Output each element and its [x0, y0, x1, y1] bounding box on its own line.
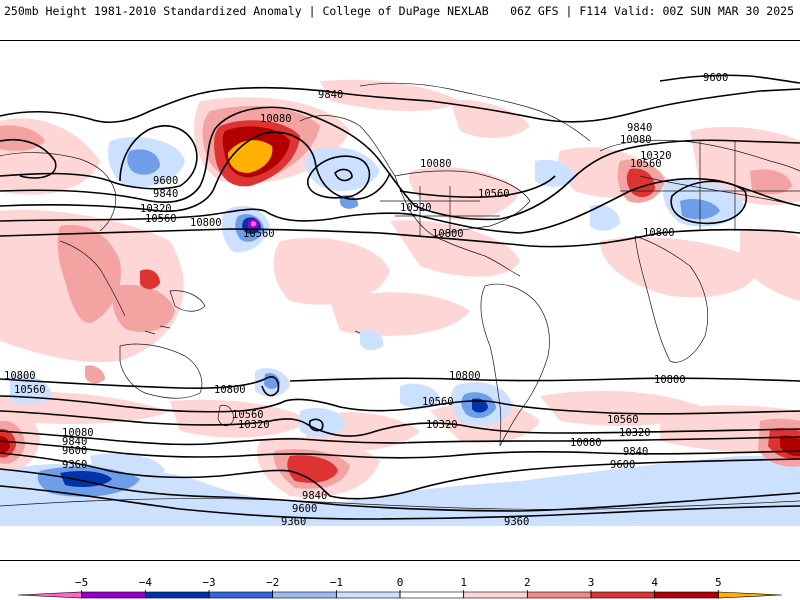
legend-tick-label: −2: [266, 576, 279, 589]
contour-label: 10560: [243, 228, 275, 240]
legend-swatch: [463, 591, 528, 599]
contour-label: 10080: [260, 113, 292, 125]
contour-label: 9360: [62, 459, 87, 471]
contour-label: 9840: [627, 122, 652, 134]
contour-labels: 9600 9840 10080 10560 9600 9840 10320 10…: [4, 72, 728, 528]
contour-label: 10320: [640, 150, 672, 162]
contour-label: 10560: [14, 384, 46, 396]
legend-swatch: [208, 591, 273, 599]
legend-swatch: [718, 591, 783, 599]
legend-tick-label: 1: [460, 576, 467, 589]
legend-tick-label: 5: [715, 576, 722, 589]
contour-label: 10800: [4, 370, 36, 382]
color-bar-legend: −5 −4 −3 −2 −1 0 1 2 3 4 5: [17, 576, 783, 599]
contour-label: 10800: [214, 384, 246, 396]
legend-tick-label: 3: [588, 576, 595, 589]
legend-swatch: [17, 591, 82, 599]
contour-label: 10560: [232, 409, 264, 421]
contour-label: 10800: [449, 370, 481, 382]
contour-label: 10800: [432, 228, 464, 240]
contour-label: 9840: [318, 89, 343, 101]
legend-swatch: [590, 591, 655, 599]
model-run-info: 06Z GFS | F114 Valid: 00Z SUN MAR 30 202…: [510, 4, 794, 18]
legend-swatch: [272, 591, 337, 599]
contour-label: 10800: [643, 227, 675, 239]
contour-label: 10080: [62, 427, 94, 439]
legend-tick-label: −3: [202, 576, 215, 589]
height-contours: [0, 74, 800, 520]
legend-tick-label: 2: [524, 576, 531, 589]
legend-swatch: [81, 591, 146, 599]
contour-label: 9600: [610, 459, 635, 471]
contour-label: 9360: [504, 516, 529, 528]
contour-label: 9600: [62, 445, 87, 457]
contour-label: 9600: [703, 72, 728, 84]
contour-label: 9600: [292, 503, 317, 515]
contour-label: 10800: [190, 217, 222, 229]
legend-swatch: [399, 591, 464, 599]
contour-label: 10320: [426, 419, 458, 431]
anomaly-shading: [0, 79, 800, 526]
contour-label: 9360: [281, 516, 306, 528]
map-panel: 9600 9840 10080 10560 9600 9840 10320 10…: [0, 40, 800, 561]
legend-swatch: [336, 591, 401, 599]
contour-label: 10080: [620, 134, 652, 146]
contour-label: 10560: [422, 396, 454, 408]
legend-swatch: [145, 591, 210, 599]
contour-label: 10560: [607, 414, 639, 426]
contour-label: 10560: [478, 188, 510, 200]
legend-ticks: −5 −4 −3 −2 −1 0 1 2 3 4 5: [75, 576, 722, 598]
contour-label: 9840: [623, 446, 648, 458]
contour-label: 10560: [630, 158, 662, 170]
anomaly-map: 9600 9840 10080 10560 9600 9840 10320 10…: [0, 41, 800, 560]
legend-tick-label: −1: [330, 576, 343, 589]
contour-label: 10320: [238, 419, 270, 431]
contour-label: 9840: [302, 490, 327, 502]
map-title: 250mb Height 1981-2010 Standardized Anom…: [4, 4, 489, 18]
contour-label: 9840: [153, 188, 178, 200]
legend-swatch: [654, 591, 719, 599]
contour-label: 10320: [400, 202, 432, 214]
legend-tick-label: −5: [75, 576, 88, 589]
contour-label: 10080: [570, 437, 602, 449]
legend-swatch: [527, 591, 592, 599]
contour-label: 10560: [145, 213, 177, 225]
contour-label: 10320: [140, 203, 172, 215]
contour-label: 9600: [153, 175, 178, 187]
legend-tick-label: 4: [651, 576, 658, 589]
contour-label: 9840: [62, 436, 87, 448]
contour-label: 10800: [654, 374, 686, 386]
legend-tick-label: −4: [139, 576, 153, 589]
contour-label: 10080: [420, 158, 452, 170]
legend-tick-label: 0: [397, 576, 404, 589]
contour-label: 10320: [619, 427, 651, 439]
